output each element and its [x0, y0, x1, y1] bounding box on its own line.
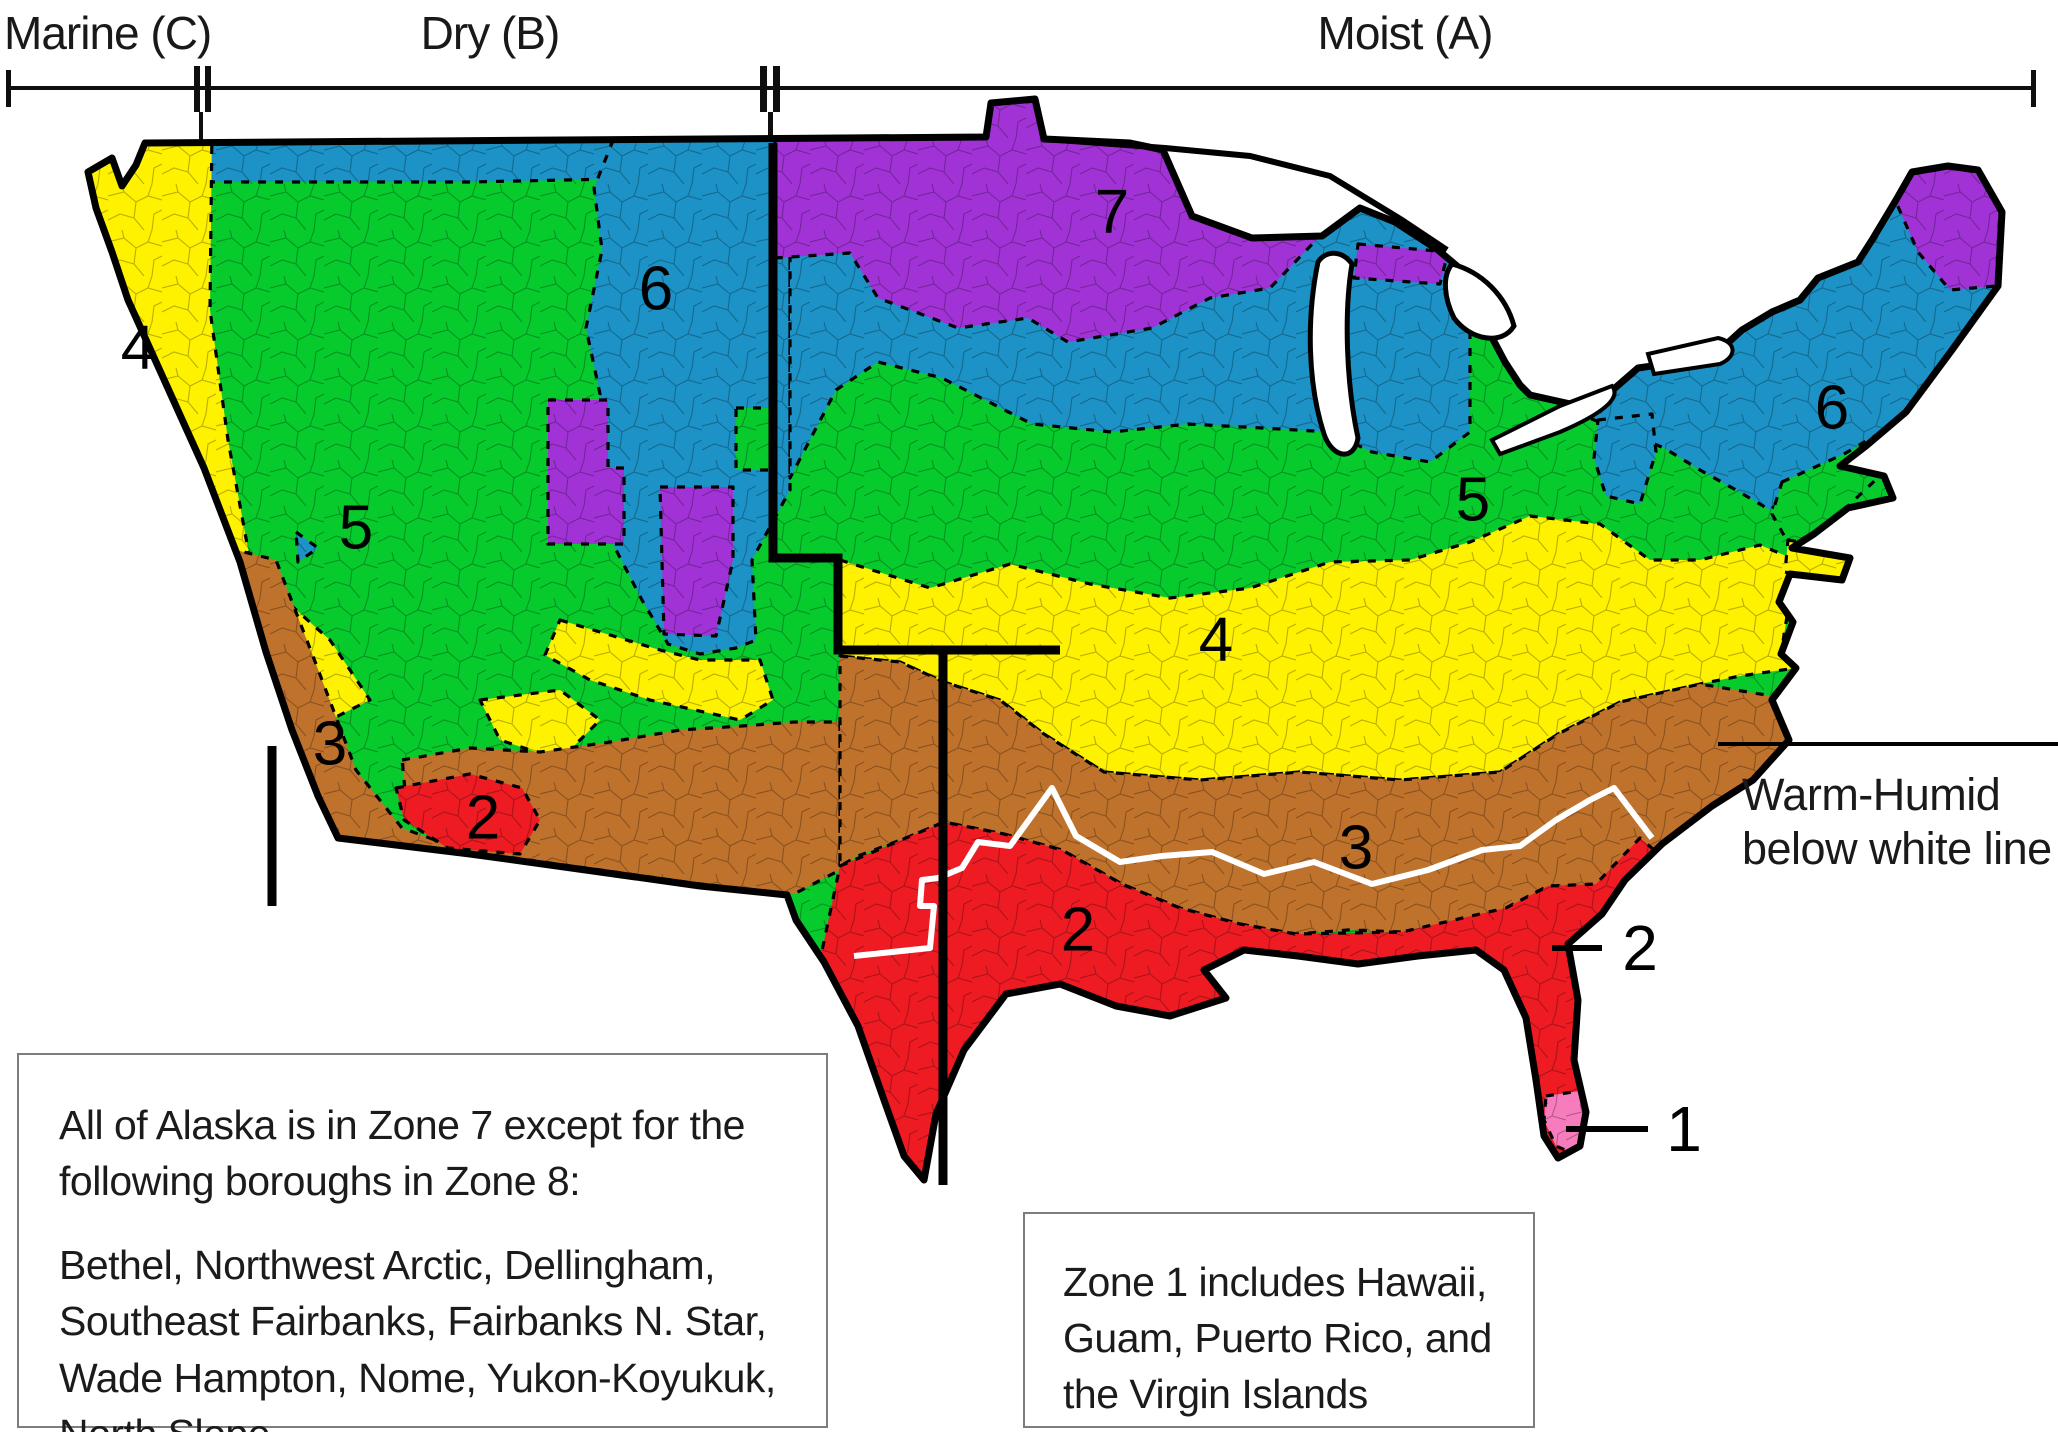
lake-michigan	[1307, 250, 1361, 457]
marine-region-label: Marine (C)	[4, 7, 212, 59]
zone-label-6-northeast: 6	[1815, 374, 1849, 443]
zone1-note-text: Zone 1 includes Hawaii, Guam, Puerto Ric…	[1063, 1259, 1492, 1418]
warm-humid-white-line	[853, 785, 1655, 959]
bracket-divider-marine-dry-b	[205, 66, 211, 112]
zone-label-6-west: 6	[639, 255, 673, 324]
alaska-note-boroughs: Bethel, Northwest Arctic, Dellingham, So…	[59, 1242, 776, 1432]
bracket-line	[8, 86, 2036, 90]
county-grid-texture	[88, 99, 2002, 1180]
zone-label-3-california: 3	[313, 710, 347, 779]
zone-label-2-arizona: 2	[466, 784, 500, 853]
lake-erie	[1489, 383, 1617, 457]
moist-region-label: Moist (A)	[1317, 7, 1494, 59]
lake-huron	[1443, 261, 1517, 341]
callout-label-zone-2-florida: 2	[1622, 912, 1658, 984]
zone1-note-box: Zone 1 includes Hawaii, Guam, Puerto Ric…	[1023, 1212, 1535, 1428]
bracket-divider-dry-moist-a	[760, 66, 767, 112]
zone-label-2-texas: 2	[1061, 896, 1095, 965]
dry-region-label: Dry (B)	[420, 7, 561, 59]
zone-label-4-marine: 4	[121, 314, 155, 383]
bracket-right-tick	[2031, 70, 2036, 107]
bracket-stub-marine-dry	[199, 112, 203, 143]
zone-label-7-north: 7	[1095, 178, 1129, 247]
warm-humid-note-line2: below white line	[1742, 823, 2052, 874]
alaska-note-intro: All of Alaska is in Zone 7 except for th…	[59, 1102, 746, 1205]
zone-label-3-southeast: 3	[1339, 814, 1373, 883]
zone-label-5-west: 5	[339, 494, 373, 563]
lake-ontario	[1645, 335, 1735, 377]
callout-label-zone-1-south-florida: 1	[1666, 1093, 1702, 1165]
bracket-stub-dry-moist	[768, 112, 773, 143]
bracket-left-tick	[6, 70, 11, 107]
alaska-note-box: All of Alaska is in Zone 7 except for th…	[17, 1053, 828, 1432]
bracket-divider-marine-dry-a	[194, 66, 200, 112]
bracket-divider-dry-moist-b	[773, 66, 780, 112]
zone-label-5-east: 5	[1456, 466, 1490, 535]
zone-label-4-central: 4	[1199, 606, 1233, 675]
warm-humid-note-line1: Warm-Humid	[1742, 769, 2000, 820]
